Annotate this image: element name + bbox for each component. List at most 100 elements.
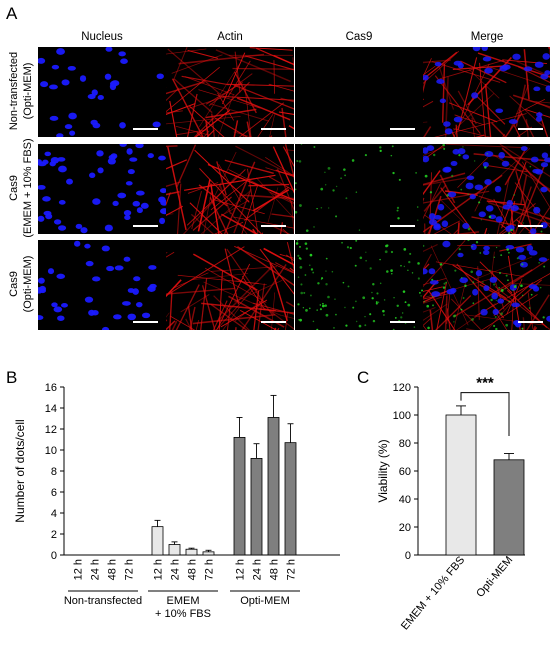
actin-fiber [200, 277, 208, 330]
actin-fiber [245, 55, 294, 71]
cas9-dot [300, 291, 304, 295]
cas9-dot [364, 315, 366, 318]
cas9-dot [400, 264, 402, 267]
actin-fiber [514, 186, 532, 234]
nucleus-blob [482, 249, 490, 256]
cas9-dot [507, 279, 509, 282]
actin-fiber [166, 181, 182, 188]
cas9-dot [354, 264, 357, 267]
actin-fiber [515, 84, 526, 127]
nucleus-blob [485, 205, 494, 212]
cas9-dot [325, 313, 329, 317]
cas9-dot [295, 188, 297, 191]
actin-fiber [280, 222, 283, 234]
actin-fiber [173, 78, 213, 114]
cas9-dot [313, 146, 316, 149]
nucleus-blob [113, 314, 122, 320]
nucleus-blob [540, 162, 549, 168]
actin-fiber [489, 66, 550, 88]
nucleus-blob [507, 224, 515, 231]
x-tick-label: 12 h [153, 559, 165, 580]
actin-fiber [220, 299, 268, 328]
cas9-dot [528, 307, 531, 309]
nucleus-blob [120, 58, 128, 65]
cas9-dot [345, 197, 348, 200]
nucleus-blob [428, 219, 437, 226]
cas9-dot [486, 153, 488, 155]
cas9-dot [495, 327, 498, 330]
nucleus-blob [127, 288, 135, 293]
actin-fiber [521, 161, 550, 209]
nucleus-blob [450, 287, 457, 294]
actin-fiber [167, 48, 221, 96]
actin-fiber [474, 182, 490, 212]
actin-fiber [423, 183, 441, 220]
cas9-dot [521, 263, 524, 266]
actin-fiber [244, 85, 252, 137]
actin-fiber [176, 129, 206, 136]
actin-fiber [494, 285, 550, 330]
actin-fiber [216, 265, 273, 323]
actin-fiber [290, 201, 294, 234]
cas9-dot [382, 309, 385, 313]
cas9-dot [515, 284, 517, 286]
panel-a-label: A [6, 4, 18, 23]
cas9-dot [542, 316, 545, 319]
cas9-dot [341, 241, 343, 244]
cas9-dot [427, 326, 430, 330]
nucleus-blob [85, 260, 94, 267]
cas9-dot [365, 259, 367, 262]
bar [284, 442, 297, 556]
actin-fiber [217, 199, 250, 218]
cas9-dot [342, 281, 345, 284]
actin-fiber [256, 177, 294, 219]
y-tick-label: 2 [51, 529, 57, 541]
actin-fiber [275, 262, 294, 274]
cas9-dot [344, 306, 346, 309]
actin-fiber [473, 256, 533, 281]
cas9-dot [471, 245, 473, 248]
actin-fiber [269, 191, 294, 205]
cas9-dot [310, 268, 314, 271]
x-tick-label: EMEM + 10% FBS [399, 554, 467, 632]
y-tick-label: 12 [45, 424, 57, 436]
nucleus-blob [127, 169, 135, 175]
cas9-dot [297, 303, 300, 306]
cas9-dot [500, 312, 503, 316]
cas9-dot [539, 286, 542, 289]
cas9-dot [530, 293, 533, 296]
actin-fiber [171, 54, 223, 74]
group-label: EMEM [167, 595, 200, 607]
cas9-dot [407, 303, 411, 307]
nucleus-blob [38, 277, 45, 284]
actin-fiber [213, 221, 244, 234]
actin-fiber [194, 149, 250, 203]
actin-fiber [499, 243, 532, 252]
micrograph-nucleus-row3 [38, 240, 166, 330]
nucleus-blob [121, 301, 131, 306]
actin-fiber [201, 285, 216, 330]
cas9-dot [386, 244, 389, 247]
y-tick-label: 4 [51, 508, 57, 520]
cas9-dot [379, 146, 382, 149]
nucleus-blob [462, 154, 470, 160]
nucleus-blob [56, 273, 66, 279]
actin-fiber [423, 65, 436, 76]
actin-fiber [429, 309, 434, 330]
nucleus-blob [546, 315, 550, 322]
row-label-line1: Cas9 [8, 271, 20, 297]
cas9-dot [529, 165, 532, 168]
bar [151, 526, 164, 556]
cas9-dot [297, 254, 300, 257]
nucleus-blob [89, 172, 96, 179]
nucleus-blob [44, 151, 52, 157]
cas9-dot [488, 215, 492, 219]
actin-fiber [288, 125, 294, 130]
nucleus-blob [53, 306, 63, 313]
actin-fiber [423, 59, 451, 64]
nucleus-blob [125, 181, 133, 186]
cas9-dot [397, 217, 400, 220]
nucleus-blob [92, 122, 101, 129]
actin-fiber [452, 65, 509, 71]
cas9-dot [473, 160, 476, 162]
